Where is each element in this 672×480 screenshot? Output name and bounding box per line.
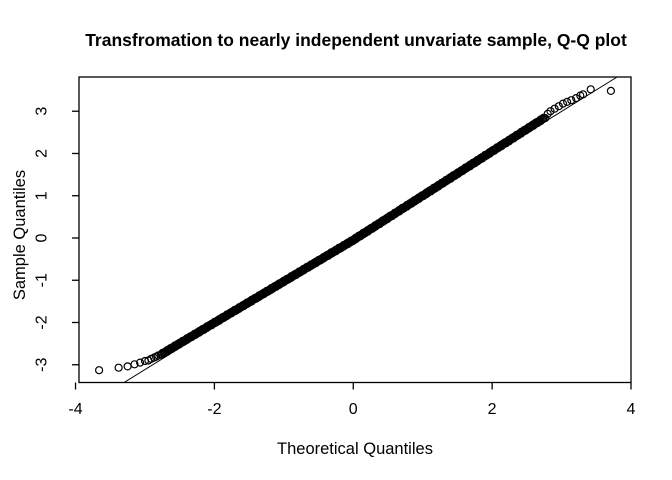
qq-point [546, 107, 555, 116]
qq-point [94, 366, 104, 375]
plot-box [78, 76, 632, 384]
qq-point [554, 102, 563, 111]
y-axis-ticks: -3 -2 -1 0 1 2 3 [34, 107, 79, 372]
y-tick-label: -2 [34, 315, 51, 329]
x-tick-label: 0 [349, 401, 358, 418]
tail-points [94, 85, 616, 375]
y-tick-label: 2 [34, 149, 51, 158]
qq-point [154, 351, 163, 360]
qq-point [567, 96, 576, 105]
qq-point [543, 109, 552, 118]
x-axis-label: Theoretical Quantiles [277, 440, 433, 458]
y-tick-label: 3 [34, 107, 51, 116]
qq-point [136, 358, 145, 367]
x-tick-label: 4 [627, 401, 636, 418]
qq-point [558, 99, 568, 108]
qq-point [114, 363, 123, 372]
qq-point [571, 93, 581, 103]
plot-title: Transfromation to nearly independent unv… [85, 30, 627, 50]
y-tick-label: 0 [34, 233, 51, 242]
qq-point [550, 104, 559, 113]
qq-point [562, 97, 572, 107]
qq-point [130, 360, 139, 369]
qq-reference-line [123, 76, 618, 383]
x-axis-ticks: -4 -2 0 2 4 [68, 382, 636, 418]
y-tick-label: -3 [34, 358, 51, 372]
y-tick-label: -1 [34, 273, 51, 287]
x-tick-label: -4 [68, 401, 82, 418]
y-axis-label: Sample Quantiles [11, 170, 29, 300]
qq-point [606, 86, 616, 96]
y-tick-label: 1 [34, 191, 51, 200]
x-tick-label: 2 [488, 401, 497, 418]
plot-area: -4 -2 0 2 4 -3 -2 -1 0 1 2 3 [34, 76, 636, 418]
x-tick-label: -2 [207, 401, 221, 418]
